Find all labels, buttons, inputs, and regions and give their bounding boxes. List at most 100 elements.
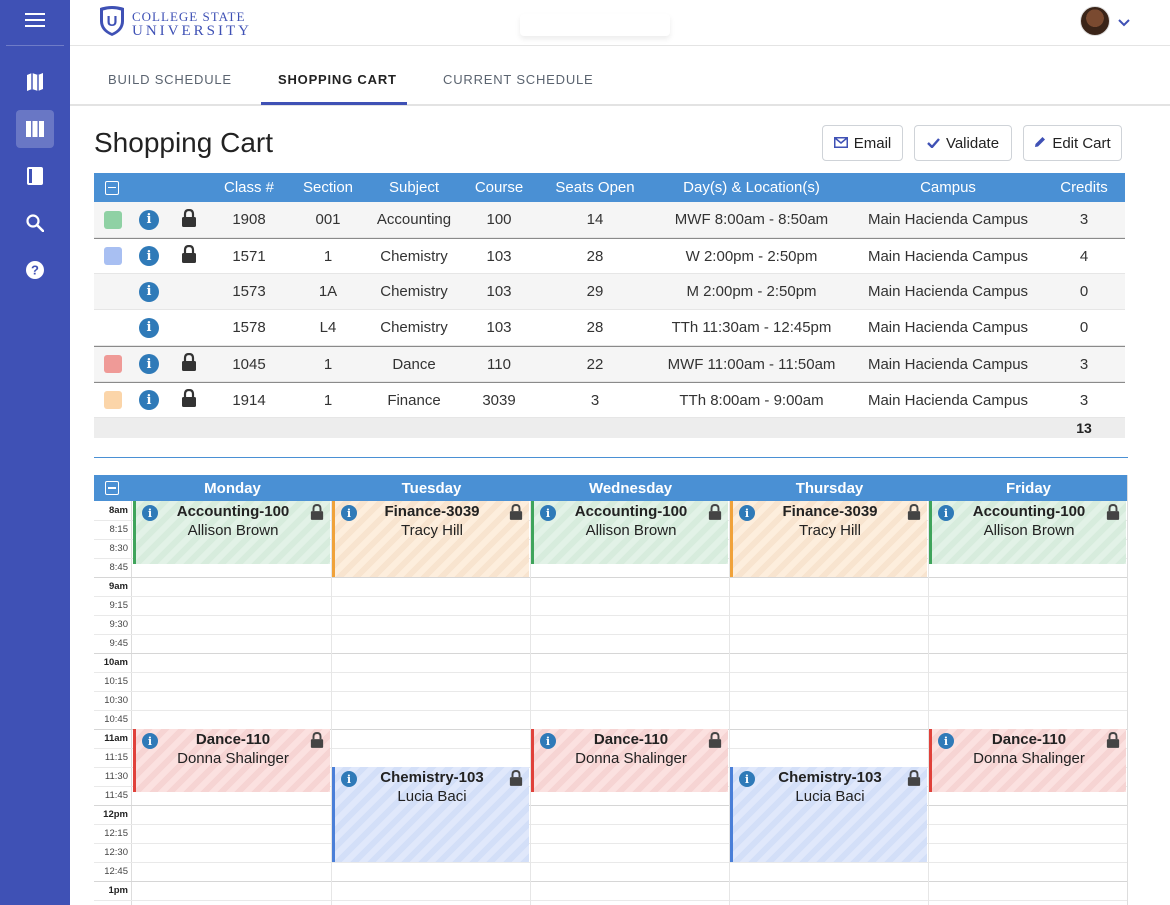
calendar-event[interactable]: i Dance-110 Donna Shalinger (133, 729, 330, 793)
grid-line (94, 653, 1127, 654)
lock-icon[interactable] (907, 770, 921, 790)
lock-icon[interactable] (509, 770, 523, 790)
tab-shopping-cart[interactable]: SHOPPING CART (278, 72, 397, 87)
info-icon[interactable]: i (341, 505, 357, 521)
calendar-event[interactable]: i Dance-110 Donna Shalinger (531, 729, 728, 793)
table-row[interactable]: i 1571 1 Chemistry 103 28 W 2:00pm - 2:50pm Mai… (94, 238, 1125, 274)
time-label: 11:45 (104, 790, 128, 801)
info-icon[interactable]: i (938, 733, 954, 749)
event-instructor: Allison Brown (585, 522, 677, 539)
event-instructor: Tracy Hill (799, 522, 861, 539)
collapse-calendar-button[interactable] (105, 475, 119, 501)
info-icon[interactable]: i (139, 317, 159, 338)
university-name-line2: UNIVERSITY (132, 22, 252, 39)
info-icon[interactable]: i (142, 505, 158, 521)
lock-icon[interactable] (181, 352, 197, 375)
calendar-event[interactable]: i Finance-3039 Tracy Hill (730, 501, 927, 577)
weekly-calendar: Monday Tuesday Wednesday Thursday Friday 8am… (94, 475, 1128, 905)
table-row[interactable]: i 1045 1 Dance 110 22 MWF 11:00am - 11:50am Mai… (94, 346, 1125, 382)
color-swatch[interactable] (104, 210, 122, 229)
calendar-event[interactable]: i Accounting-100 Allison Brown (929, 501, 1126, 565)
table-row[interactable]: i 1578 L4 Chemistry 103 28 TTh 11:30am - 12:45… (94, 310, 1125, 346)
col-header-seats-open[interactable]: Seats Open (555, 179, 635, 196)
cell-seats-open: 29 (586, 283, 604, 300)
cell-course: 103 (486, 247, 512, 265)
sidebar-item-catalog[interactable] (16, 157, 54, 195)
info-icon[interactable]: i (139, 354, 159, 374)
col-header-days-locations[interactable]: Day(s) & Location(s) (683, 179, 820, 196)
info-icon[interactable]: i (139, 246, 159, 266)
color-swatch[interactable] (104, 391, 122, 409)
calendar-event[interactable]: i Finance-3039 Tracy Hill (332, 501, 529, 577)
info-icon[interactable]: i (938, 505, 954, 521)
university-logo[interactable]: U COLLEGE STATE UNIVERSITY (98, 5, 252, 42)
time-label: 11am (104, 733, 128, 744)
info-icon[interactable]: i (540, 505, 556, 521)
calendar-grid: 8am 8:15 8:30 8:45 9am 9:15 9:30 9:45 10am 10:15 1… (94, 501, 1127, 905)
table-row[interactable]: i 1914 1 Finance 3039 3 TTh 8:00am - 9:00am Mai… (94, 382, 1125, 418)
table-row[interactable]: i 1573 1A Chemistry 103 29 M 2:00pm - 2:50pm Ma… (94, 274, 1125, 310)
lock-icon[interactable] (181, 244, 197, 267)
lock-icon[interactable] (708, 504, 722, 524)
grid-line (94, 615, 1127, 616)
tab-current-schedule[interactable]: CURRENT SCHEDULE (443, 72, 594, 87)
sidebar-item-map[interactable] (16, 63, 54, 101)
cell-days-location: TTh 11:30am - 12:45pm (671, 319, 832, 336)
info-icon[interactable]: i (739, 771, 755, 787)
cell-credits: 0 (1079, 319, 1089, 336)
col-header-class-no[interactable]: Class # (223, 179, 275, 196)
col-header-subject[interactable]: Subject (388, 179, 440, 196)
calendar-event[interactable]: i Accounting-100 Allison Brown (133, 501, 330, 565)
color-swatch[interactable] (104, 355, 122, 373)
event-instructor: Allison Brown (187, 522, 279, 539)
menu-icon[interactable] (25, 13, 45, 32)
lock-icon[interactable] (181, 208, 197, 231)
table-row[interactable]: i 1908 001 Accounting 100 14 MWF 8:00am - 8:50… (94, 202, 1125, 238)
lock-icon[interactable] (509, 504, 523, 524)
calendar-event[interactable]: i Chemistry-103 Lucia Baci (730, 767, 927, 862)
grid-line (94, 843, 1127, 844)
lock-icon[interactable] (1106, 504, 1120, 524)
day-column-divider (928, 501, 929, 905)
time-label: 12pm (103, 809, 128, 820)
lock-icon[interactable] (1106, 732, 1120, 752)
avatar[interactable] (1080, 6, 1110, 36)
info-icon[interactable]: i (139, 281, 159, 302)
info-icon[interactable]: i (739, 505, 755, 521)
info-icon[interactable]: i (142, 733, 158, 749)
email-button[interactable]: Email (822, 125, 903, 161)
event-instructor: Lucia Baci (397, 788, 467, 805)
header-search-field[interactable] (520, 14, 670, 36)
lock-icon[interactable] (708, 732, 722, 752)
collapse-table-button[interactable] (105, 173, 119, 202)
calendar-event[interactable]: i Dance-110 Donna Shalinger (929, 729, 1126, 793)
edit-cart-button[interactable]: Edit Cart (1023, 125, 1122, 161)
lock-icon[interactable] (907, 504, 921, 524)
lock-icon[interactable] (310, 504, 324, 524)
col-header-credits[interactable]: Credits (1060, 179, 1108, 196)
grid-line (94, 691, 1127, 692)
color-swatch[interactable] (104, 247, 122, 265)
event-title: Dance-110 (593, 731, 669, 748)
day-column-divider (530, 501, 531, 905)
cell-course: 103 (486, 319, 512, 336)
info-icon[interactable]: i (139, 209, 159, 230)
calendar-event[interactable]: i Accounting-100 Allison Brown (531, 501, 728, 565)
cell-course: 110 (487, 355, 511, 373)
col-header-course[interactable]: Course (474, 179, 524, 196)
info-icon[interactable]: i (139, 390, 159, 410)
col-header-campus[interactable]: Campus (920, 179, 976, 196)
sidebar-item-schedule[interactable] (16, 110, 54, 148)
calendar-event[interactable]: i Chemistry-103 Lucia Baci (332, 767, 529, 862)
tab-build-schedule[interactable]: BUILD SCHEDULE (108, 72, 232, 87)
sidebar-item-help[interactable]: ? (16, 251, 54, 289)
col-header-section[interactable]: Section (302, 179, 354, 196)
validate-button[interactable]: Validate (914, 125, 1012, 161)
cell-seats-open: 28 (586, 319, 604, 336)
info-icon[interactable]: i (540, 733, 556, 749)
sidebar-item-search[interactable] (16, 204, 54, 242)
info-icon[interactable]: i (341, 771, 357, 787)
chevron-down-icon[interactable] (1118, 14, 1130, 32)
lock-icon[interactable] (310, 732, 324, 752)
lock-icon[interactable] (181, 388, 197, 411)
